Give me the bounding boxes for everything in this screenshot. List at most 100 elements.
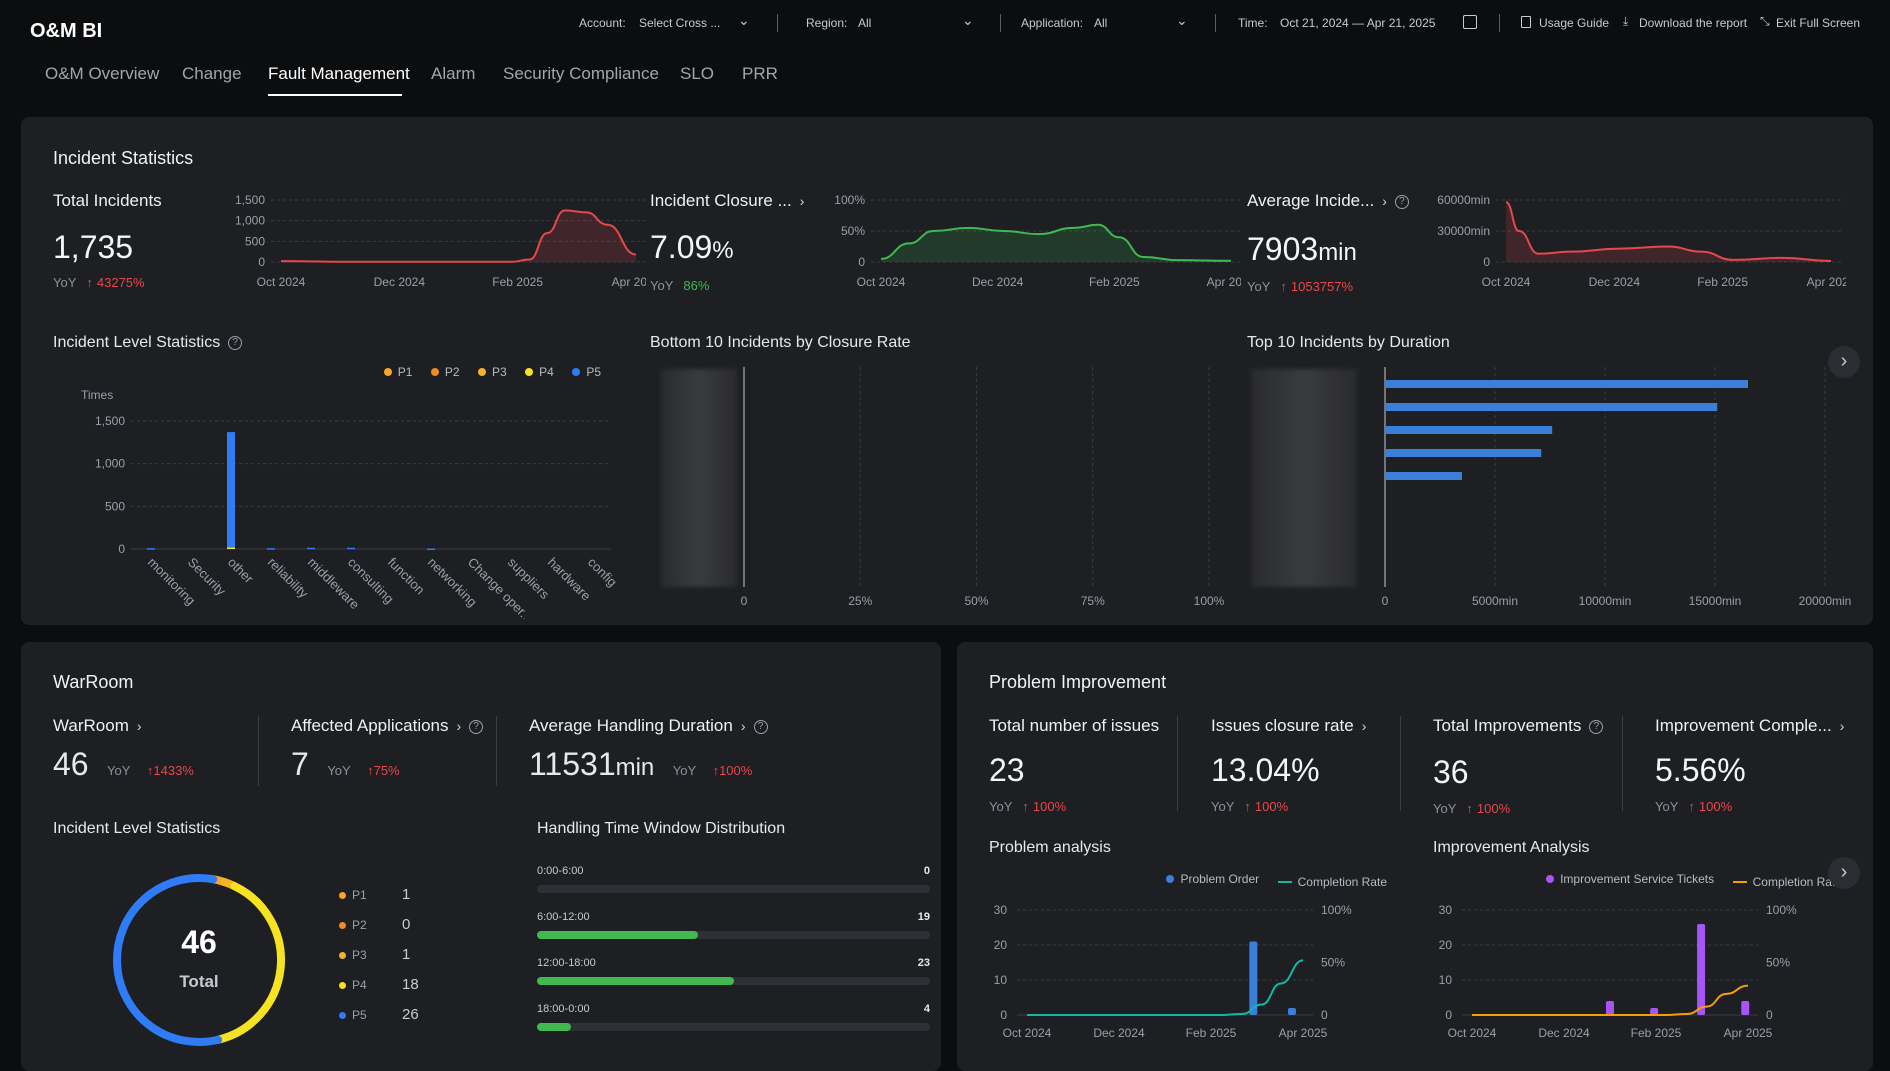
- tab-security-compliance[interactable]: Security Compliance: [503, 64, 659, 83]
- issues-closure-label[interactable]: Issues closure rate ›: [1211, 716, 1366, 736]
- warroom-kpi-label[interactable]: WarRoom ›: [53, 716, 142, 736]
- legend-value: 1: [402, 886, 411, 903]
- legend-p3[interactable]: P3: [478, 365, 507, 379]
- yoy-label: YoY: [327, 763, 351, 778]
- problem-analysis-title: Problem analysis: [989, 839, 1111, 856]
- bar: [1606, 1001, 1614, 1015]
- tab-fault-management[interactable]: Fault Management: [268, 64, 410, 83]
- warroom-value: 46: [53, 746, 89, 782]
- region-chevron-icon[interactable]: ⌄: [962, 12, 974, 28]
- incident-level-chart: Times05001,0001,500monitoringSecurityoth…: [81, 388, 620, 619]
- legend-dot: [1546, 875, 1555, 883]
- download-report-link[interactable]: Download the report: [1639, 16, 1748, 30]
- chevron-right-icon[interactable]: ›: [456, 718, 462, 734]
- legend-value: 0: [402, 916, 411, 933]
- x-tick-label: Feb 2025: [1697, 275, 1748, 289]
- account-select[interactable]: Select Cross ...: [639, 16, 721, 30]
- closure-rate-label-text: Incident Closure ...: [650, 191, 792, 210]
- application-select[interactable]: All: [1094, 16, 1108, 30]
- legend-dot: [339, 892, 346, 899]
- usage-guide-link[interactable]: Usage Guide: [1539, 16, 1610, 30]
- handling-row: 18:00-0:00 4: [537, 1003, 930, 1031]
- legend-label: P4: [539, 365, 554, 379]
- legend-completion-rate[interactable]: Completion Rate: [1732, 875, 1842, 889]
- donut-legend-item[interactable]: P1 1: [339, 886, 439, 903]
- x-tick-label: Apr 2025: [1207, 275, 1241, 289]
- series-line: [280, 209, 637, 263]
- help-icon[interactable]: ?: [228, 335, 243, 350]
- legend-label: P4: [352, 978, 367, 992]
- help-icon[interactable]: ?: [753, 719, 768, 734]
- y-tick-label: 500: [105, 499, 125, 513]
- chevron-right-icon[interactable]: ›: [740, 718, 746, 734]
- issues-closure-value: 13.04%: [1211, 752, 1320, 788]
- closure-rate-label[interactable]: Incident Closure ... ›: [650, 191, 804, 211]
- panel-title: Problem Improvement: [989, 672, 1167, 692]
- donut-legend-item[interactable]: P2 0: [339, 916, 439, 933]
- avg-handling-value: 11531: [529, 746, 616, 782]
- legend-completion-rate[interactable]: Completion Rate: [1277, 875, 1387, 889]
- region-select[interactable]: All: [858, 16, 872, 30]
- average-duration-label[interactable]: Average Incide... ›?: [1247, 191, 1409, 211]
- tab-slo[interactable]: SLO: [680, 64, 715, 83]
- x-tick-label: Oct 2024: [1003, 1026, 1052, 1040]
- x-tick-label: Dec 2024: [374, 275, 426, 289]
- help-icon[interactable]: ?: [469, 719, 484, 734]
- yoy-value: 100%: [1032, 799, 1067, 814]
- exit-fullscreen-link[interactable]: Exit Full Screen: [1776, 16, 1861, 30]
- improvement-completion-label[interactable]: Improvement Comple... ›: [1655, 716, 1844, 736]
- tab-alarm[interactable]: Alarm: [431, 64, 476, 83]
- arrow-up-icon: ↑: [367, 763, 374, 778]
- chevron-right-icon[interactable]: ›: [1382, 193, 1387, 209]
- legend-improvement-tickets[interactable]: Improvement Service Tickets: [1546, 872, 1714, 886]
- improvement-completion-value: 5.56%: [1655, 752, 1746, 788]
- tab-prr[interactable]: PRR: [742, 64, 778, 83]
- legend-p5[interactable]: P5: [572, 365, 601, 379]
- bar: [1287, 1008, 1296, 1015]
- y-tick-label: 0: [1000, 1008, 1007, 1022]
- donut-segment-p5: [113, 874, 223, 1046]
- time-range[interactable]: Oct 21, 2024 — Apr 21, 2025: [1280, 16, 1436, 30]
- y2-tick-label: 0: [1766, 1008, 1773, 1022]
- handling-label: 18:00-0:00: [537, 1003, 590, 1015]
- legend-p1[interactable]: P1: [383, 365, 412, 379]
- warroom-kpi-label-text: WarRoom: [53, 716, 129, 735]
- chevron-right-icon[interactable]: ›: [1839, 718, 1845, 734]
- arrow-up-icon: ↑: [86, 275, 93, 290]
- chevron-right-icon[interactable]: ›: [1361, 718, 1367, 734]
- next-arrow-icon[interactable]: ›: [1828, 857, 1860, 889]
- next-arrow-icon[interactable]: ›: [1828, 346, 1860, 378]
- bar-p5: [347, 547, 355, 550]
- handling-fill: [537, 1023, 572, 1031]
- chevron-right-icon[interactable]: ›: [136, 718, 142, 734]
- legend-dot: [383, 368, 392, 376]
- yoy-label: YoY: [1247, 279, 1271, 294]
- donut-legend-item[interactable]: P4 18: [339, 976, 439, 993]
- x-tick-label: Oct 2024: [857, 275, 906, 289]
- help-icon[interactable]: ?: [1589, 719, 1604, 734]
- x-tick-label: Feb 2025: [492, 275, 543, 289]
- avg-handling-label[interactable]: Average Handling Duration ›?: [529, 716, 768, 736]
- handling-fill: [537, 931, 699, 939]
- redacted-labels: [1251, 369, 1357, 587]
- calendar-icon[interactable]: [1463, 15, 1477, 29]
- affected-apps-label[interactable]: Affected Applications ›?: [291, 716, 484, 736]
- x-tick-label: hardware: [545, 555, 594, 604]
- y2-tick-label: 50%: [1321, 956, 1345, 970]
- application-chevron-icon[interactable]: ⌄: [1176, 12, 1188, 28]
- donut-legend-item[interactable]: P5 26: [339, 1006, 439, 1023]
- legend-p4[interactable]: P4: [525, 365, 554, 379]
- legend-p2[interactable]: P2: [430, 365, 460, 379]
- tab-om-overview[interactable]: O&M Overview: [45, 64, 160, 83]
- account-chevron-icon[interactable]: ⌄: [738, 12, 750, 28]
- tab-change[interactable]: Change: [182, 64, 242, 83]
- legend-problem-order[interactable]: Problem Order: [1166, 872, 1259, 886]
- active-tab-indicator: [268, 94, 402, 96]
- average-duration-number: 7903: [1247, 231, 1319, 267]
- chevron-right-icon[interactable]: ›: [799, 193, 805, 209]
- help-icon[interactable]: ?: [1394, 194, 1409, 209]
- warroom-donut: [113, 874, 285, 1046]
- handling-value: 23: [917, 957, 930, 969]
- y2-tick-label: 0: [1321, 1008, 1328, 1022]
- donut-legend-item[interactable]: P3 1: [339, 946, 439, 963]
